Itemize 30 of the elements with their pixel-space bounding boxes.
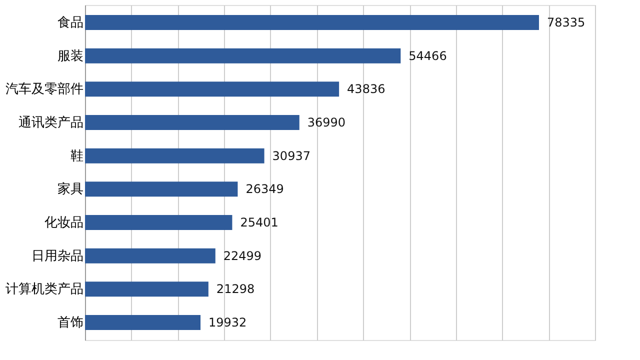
data-label: 19932 [208,316,247,330]
data-label: 54466 [408,48,447,63]
y-tick-label: 食品 [58,16,84,30]
bar [85,215,232,230]
bar [85,115,300,130]
bar [85,248,216,264]
data-label: 43836 [347,82,386,96]
data-label: 25401 [240,216,278,230]
bar [85,315,201,330]
y-tick-label: 鞋 [70,148,84,164]
y-tick-label: 服装 [58,48,84,64]
data-label: 22499 [223,248,262,263]
y-tick-label: 通讯类产品 [18,116,84,130]
data-label: 26349 [246,182,284,196]
bar [85,15,539,30]
bar [85,282,208,297]
y-tick-label: 化妆品 [44,216,84,230]
bar [85,82,340,97]
y-tick-label: 计算机类产品 [6,282,84,298]
data-label: 21298 [216,282,255,296]
bar [85,48,401,64]
y-tick-label: 日用杂品 [32,248,84,264]
data-label: 30937 [272,148,310,163]
bar [85,182,238,197]
y-tick-label: 家具 [58,181,84,198]
data-label: 36990 [307,116,346,130]
y-tick-label: 汽车及零部件 [6,82,84,98]
data-label: 78335 [546,16,586,30]
y-tick-label: 首饰 [58,316,84,330]
bar [85,148,264,164]
